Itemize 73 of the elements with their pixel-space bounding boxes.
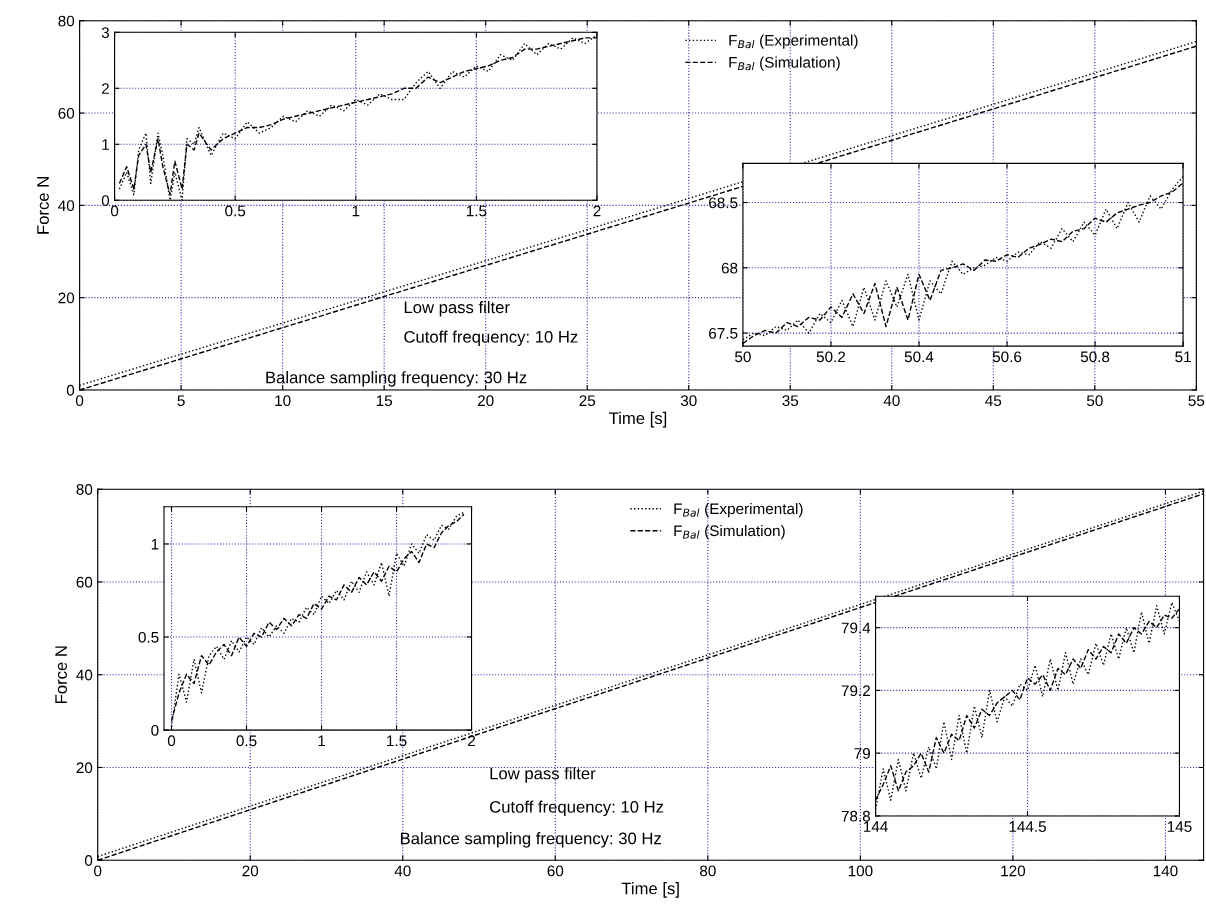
y-tick-label: 1 [151, 538, 159, 550]
y-tick-label: 67.5 [709, 327, 738, 339]
annotation: Cutoff frequency: 10 Hz [490, 800, 664, 817]
x-tick-label: 1 [318, 735, 326, 747]
y-tick-label: 68.5 [709, 197, 738, 209]
x-tick-label: 145 [1167, 821, 1192, 833]
legend-label: F$_{Bal}$ (Simulation) [674, 524, 785, 540]
y-tick-label: 3 [101, 27, 110, 38]
x-tick-label: 50 [735, 351, 751, 363]
y-axis-title: Force N [37, 177, 49, 234]
x-tick-label: 2 [593, 205, 601, 217]
y-tick-label: 0 [101, 195, 110, 206]
x-tick-label: 45 [985, 395, 1002, 407]
x-tick-label: 0.5 [225, 205, 246, 217]
x-tick-label: 51 [1175, 351, 1191, 363]
y-tick-label: 1 [102, 139, 109, 150]
x-tick-label: 1.5 [466, 205, 487, 217]
y-tick-label: 79.2 [841, 685, 870, 697]
y-tick-label: 2 [101, 83, 109, 94]
x-tick-label: 50.8 [1080, 351, 1110, 363]
x-tick-label: 100 [848, 865, 873, 877]
x-tick-label: 0 [110, 205, 119, 217]
y-tick-label: 0 [151, 724, 159, 736]
x-tick-label: 20 [477, 395, 494, 407]
annotation: Cutoff frequency: 10 Hz [404, 330, 578, 347]
y-tick-label: 79.4 [841, 622, 871, 634]
x-tick-label: 35 [782, 395, 799, 407]
annotation: Balance sampling frequency: 30 Hz [266, 371, 527, 387]
y-tick-label: 68 [721, 262, 738, 274]
x-tick-label: 0 [167, 735, 176, 747]
x-tick-label: 140 [1153, 865, 1178, 877]
y-tick-label: 78.8 [841, 810, 871, 822]
x-tick-label: 80 [700, 865, 716, 877]
y-axis-title: Force N [55, 646, 67, 703]
y-tick-label: 79 [854, 748, 870, 759]
y-tick-label: 0.5 [138, 631, 159, 643]
legend-label: F$_{Bal}$ (Experimental) [674, 502, 803, 518]
y-tick-label: 80 [58, 15, 75, 27]
y-tick-label: 0 [66, 384, 75, 396]
x-tick-label: 5 [177, 395, 185, 407]
y-tick-label: 20 [58, 292, 75, 304]
y-tick-label: 80 [76, 484, 93, 495]
x-tick-label: 50 [1086, 395, 1103, 407]
x-tick-label: 20 [242, 865, 259, 877]
annotation: Low pass filter [490, 767, 596, 783]
x-tick-label: 144.5 [1009, 821, 1046, 833]
x-tick-label: 1 [352, 205, 360, 217]
legend-label: F$_{Bal}$ (Experimental) [729, 34, 858, 49]
x-axis-title: Time [s] [609, 411, 667, 428]
x-tick-label: 30 [680, 395, 697, 407]
x-tick-label: 144 [863, 821, 888, 832]
x-tick-label: 25 [579, 395, 596, 407]
x-tick-label: 50.6 [992, 351, 1022, 363]
annotation: Low pass filter [404, 300, 510, 317]
x-tick-label: 0.5 [236, 735, 257, 747]
x-tick-label: 40 [883, 395, 900, 407]
x-tick-label: 40 [394, 865, 411, 877]
x-axis-title: Time [s] [621, 882, 679, 898]
x-tick-label: 55 [1188, 395, 1205, 407]
y-tick-label: 0 [84, 855, 93, 866]
x-tick-label: 50.4 [904, 351, 934, 363]
x-tick-label: 15 [376, 395, 393, 407]
y-tick-label: 20 [76, 762, 93, 774]
x-tick-label: 10 [275, 395, 291, 407]
x-tick-label: 50.2 [816, 351, 846, 363]
annotation: Balance sampling frequency: 30 Hz [400, 832, 661, 848]
x-tick-label: 1.5 [387, 735, 407, 747]
y-tick-label: 40 [76, 669, 93, 681]
legend-label: F$_{Bal}$ (Simulation) [729, 56, 840, 71]
y-tick-label: 60 [58, 107, 75, 119]
x-tick-label: 120 [1001, 865, 1026, 877]
x-tick-label: 60 [547, 865, 564, 877]
y-tick-label: 60 [76, 576, 93, 588]
